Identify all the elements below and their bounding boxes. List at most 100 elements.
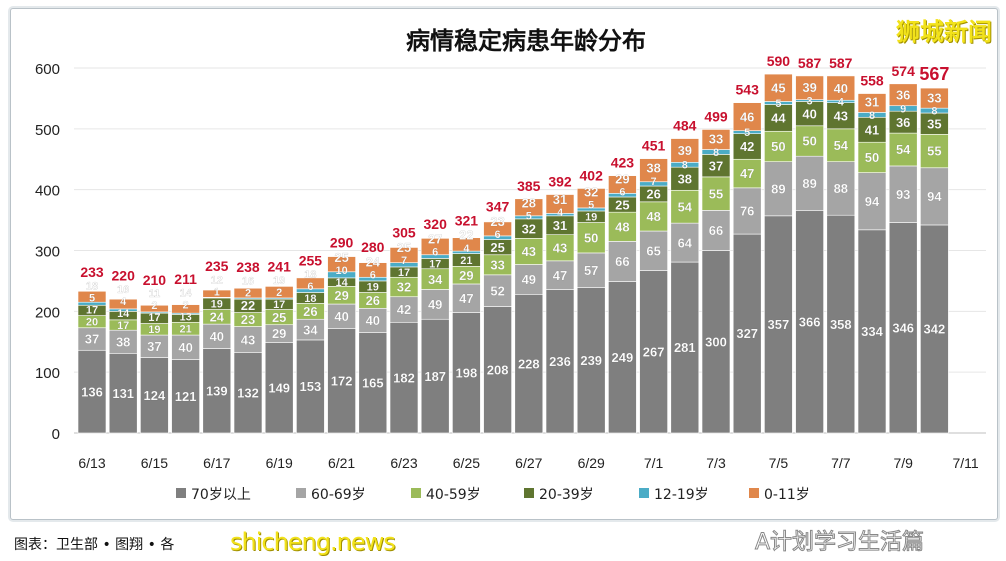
data-label: 13 <box>179 312 191 324</box>
data-label: 6 <box>432 247 438 259</box>
chart-title: 病情稳定病患年龄分布 <box>406 27 646 55</box>
data-label: 32 <box>584 184 598 199</box>
y-tick-label: 100 <box>35 365 60 382</box>
total-label: 321 <box>455 212 479 228</box>
data-label: 14 <box>117 308 130 320</box>
data-label: 50 <box>865 150 879 165</box>
data-label: 267 <box>643 344 665 359</box>
bar-segment-0-11岁 <box>233 287 263 299</box>
x-tick-label: 7/7 <box>831 455 851 471</box>
data-label: 5 <box>744 127 750 139</box>
data-label: 17 <box>148 312 160 324</box>
total-label: 280 <box>361 239 385 255</box>
data-label: 8 <box>931 106 937 118</box>
bar-segment-60-69岁 <box>701 210 731 251</box>
total-label: 320 <box>424 216 448 232</box>
bar-segment-20-39岁 <box>857 116 887 143</box>
data-label: 25 <box>615 197 629 212</box>
bar-segment-0-11岁 <box>264 286 294 299</box>
bar-segment-0-11岁 <box>764 73 793 102</box>
bar-segment-40-59岁 <box>857 141 887 173</box>
data-label: 25 <box>397 240 411 255</box>
data-label: 34 <box>303 322 318 337</box>
data-label: 327 <box>736 326 758 341</box>
chart-frame: 病情稳定病患年龄分布 0 100 200 300 400 500 600 136 37 20 17… <box>10 8 998 520</box>
legend-label: 60-69岁 <box>311 487 366 503</box>
data-label: 43 <box>553 240 567 255</box>
total-label: 238 <box>236 259 260 275</box>
data-label: 300 <box>705 334 727 349</box>
bar-segment-70岁以上 <box>77 349 107 434</box>
bar-segment-70岁以上 <box>327 328 356 434</box>
data-label: 29 <box>615 171 629 186</box>
data-label: 26 <box>366 293 380 308</box>
total-label: 423 <box>611 155 635 171</box>
bar-segment-20-39岁 <box>795 101 824 127</box>
bar-segment-0-11岁 <box>77 290 107 303</box>
data-label: 54 <box>678 199 693 214</box>
data-label: 94 <box>865 194 880 209</box>
bar-segment-60-69岁 <box>483 274 512 307</box>
legend-label: 12-19岁 <box>654 487 709 503</box>
data-label: 346 <box>892 320 914 335</box>
bar-segment-0-11岁 <box>420 238 450 256</box>
data-label: 42 <box>740 139 754 154</box>
x-tick-label: 6/25 <box>453 455 480 471</box>
data-label: 52 <box>490 283 504 298</box>
data-label: 39 <box>802 80 816 95</box>
data-label: 239 <box>580 353 602 368</box>
data-label: 4 <box>838 96 845 108</box>
y-tick-label: 600 <box>35 61 60 78</box>
data-label: 22 <box>459 228 473 243</box>
bar-segment-0-11岁 <box>795 75 824 100</box>
data-label: 55 <box>709 186 723 201</box>
data-label: 33 <box>927 90 941 105</box>
bar-segment-0-11岁 <box>639 158 668 183</box>
data-label: 2 <box>151 300 157 312</box>
bar-segment-0-11岁 <box>701 129 731 150</box>
bar-segment-60-69岁 <box>795 155 824 211</box>
bar-segment-0-11岁 <box>296 277 325 290</box>
bar-segment-70岁以上 <box>140 357 169 434</box>
bar-segment-70岁以上 <box>296 339 325 434</box>
bar-segment-40-59岁 <box>795 125 824 157</box>
bar-segment-70岁以上 <box>420 318 450 434</box>
data-label: 26 <box>646 187 660 202</box>
bar-segment-0-11岁 <box>171 304 200 314</box>
bar-segment-20-39岁 <box>732 133 762 160</box>
bar-segment-40-59岁 <box>545 234 575 262</box>
data-label: 22 <box>241 298 255 313</box>
data-label: 34 <box>428 272 443 287</box>
legend-label: 40-59岁 <box>426 487 481 503</box>
x-tick-label: 6/15 <box>141 455 168 471</box>
data-label: 21 <box>460 255 472 267</box>
data-label: 36 <box>896 87 910 102</box>
bar-segment-70岁以上 <box>202 348 232 434</box>
data-label: 12 <box>211 275 223 287</box>
bar-segment-60-69岁 <box>202 323 232 349</box>
data-label: 5 <box>89 293 95 305</box>
y-tick-label: 200 <box>35 304 60 321</box>
data-label: 45 <box>771 80 785 95</box>
data-label: 48 <box>615 219 629 234</box>
data-label: 228 <box>518 356 540 371</box>
data-label: 18 <box>304 293 316 305</box>
bar-segment-70岁以上 <box>358 332 388 434</box>
data-label: 25 <box>334 250 348 265</box>
bar-segment-60-69岁 <box>826 161 856 216</box>
bar-segment-60-69岁 <box>639 230 668 271</box>
data-label: 4 <box>120 296 127 308</box>
data-label: 4 <box>463 243 470 255</box>
watermark-bottom-right: A计划学习生活篇 <box>754 530 925 556</box>
total-label: 305 <box>392 225 416 241</box>
data-label: 28 <box>522 195 536 210</box>
data-label: 49 <box>428 297 442 312</box>
data-label: 5 <box>775 98 781 110</box>
x-tick-label: 7/5 <box>769 455 789 471</box>
bar-segment-70岁以上 <box>545 289 575 434</box>
data-label: 88 <box>834 181 848 196</box>
bar-segment-0-11岁 <box>732 102 762 131</box>
data-label: 23 <box>490 214 504 229</box>
data-label: 94 <box>927 189 942 204</box>
bar-segment-0-11岁 <box>140 304 169 313</box>
